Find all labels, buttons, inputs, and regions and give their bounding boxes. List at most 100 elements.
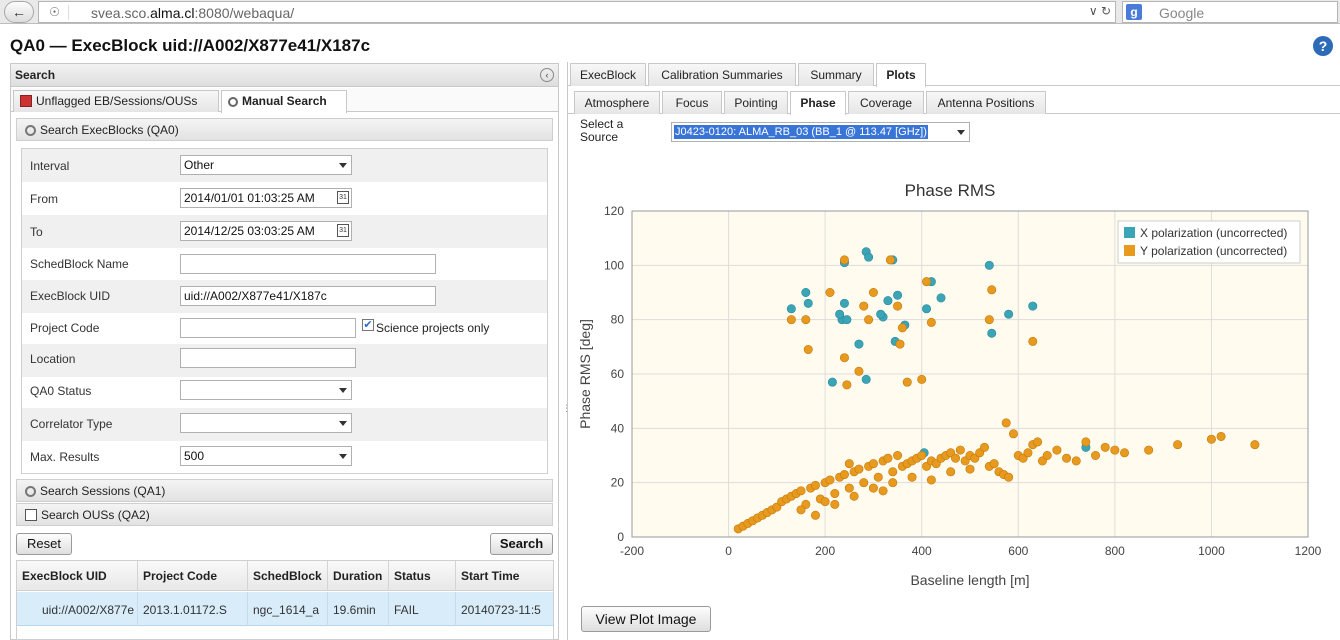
col-header-start-time[interactable]: Start Time bbox=[461, 569, 520, 583]
execblock-uid-input[interactable]: uid://A002/X877e41/X187c bbox=[180, 286, 436, 306]
x-tick-label: 1000 bbox=[1198, 544, 1225, 558]
y-tick-label: 0 bbox=[617, 530, 624, 544]
point-y-polarization bbox=[895, 339, 905, 349]
row-location: Location bbox=[22, 344, 547, 377]
point-y-polarization bbox=[917, 374, 927, 384]
calendar-icon[interactable]: 31 bbox=[337, 191, 349, 204]
x-tick-label: -200 bbox=[620, 544, 644, 558]
cell-duration: 19.6min bbox=[328, 592, 389, 626]
point-y-polarization bbox=[897, 323, 907, 333]
from-label: From bbox=[30, 192, 58, 206]
browser-search-box[interactable]: g Google bbox=[1122, 1, 1338, 23]
point-y-polarization bbox=[917, 450, 927, 460]
point-y-polarization bbox=[987, 285, 997, 295]
tab-phase[interactable]: Phase bbox=[790, 91, 846, 115]
site-identity-icon[interactable]: ☉ bbox=[41, 5, 69, 20]
search-button[interactable]: Search bbox=[490, 533, 553, 555]
tab-unflagged-label: Unflagged EB/Sessions/OUSs bbox=[36, 94, 198, 108]
y-tick-label: 40 bbox=[611, 421, 625, 435]
tab-focus[interactable]: Focus bbox=[662, 91, 722, 114]
point-x-polarization bbox=[987, 328, 997, 338]
chevron-down-icon bbox=[339, 454, 347, 459]
schedblock-name-input[interactable] bbox=[180, 254, 436, 274]
tab-atmosphere[interactable]: Atmosphere bbox=[574, 91, 660, 114]
correlator-type-select[interactable] bbox=[180, 413, 352, 433]
project-code-label: Project Code bbox=[30, 321, 100, 335]
back-arrow-icon[interactable]: ← bbox=[4, 1, 34, 23]
point-y-polarization bbox=[859, 478, 869, 488]
col-header-project-code[interactable]: Project Code bbox=[138, 561, 248, 591]
tab-coverage[interactable]: Coverage bbox=[848, 91, 924, 114]
x-tick-label: 400 bbox=[912, 544, 932, 558]
interval-select[interactable]: Other bbox=[180, 155, 352, 175]
point-y-polarization bbox=[810, 480, 820, 490]
collapse-icon[interactable]: ‹ bbox=[540, 68, 554, 82]
address-bar[interactable]: ☉ svea.sco.alma.cl:8080/webaqua/ ∨ ↻ bbox=[38, 1, 1116, 23]
tab-unflagged[interactable]: Unflagged EB/Sessions/OUSs bbox=[13, 90, 219, 112]
col-header-execblock-uid[interactable]: ExecBlock UID bbox=[17, 561, 138, 591]
legend-label-y[interactable]: Y polarization (uncorrected) bbox=[1140, 244, 1287, 258]
x-tick-label: 0 bbox=[725, 544, 732, 558]
point-y-polarization bbox=[842, 380, 852, 390]
tab-manual-search[interactable]: Manual Search bbox=[221, 90, 347, 113]
point-x-polarization bbox=[893, 290, 903, 300]
row-correlator: Correlator Type bbox=[22, 408, 547, 441]
point-y-polarization bbox=[839, 470, 849, 480]
point-y-polarization bbox=[878, 486, 888, 496]
calendar-icon[interactable]: 31 bbox=[337, 224, 349, 237]
science-only-label: Science projects only bbox=[376, 321, 490, 335]
google-icon[interactable]: g bbox=[1126, 4, 1142, 20]
point-x-polarization bbox=[936, 293, 946, 303]
cell-execblock-uid: uid://A002/X877e bbox=[17, 592, 138, 626]
point-x-polarization bbox=[827, 377, 837, 387]
tab-summary[interactable]: Summary bbox=[798, 63, 874, 86]
point-y-polarization bbox=[801, 315, 811, 325]
location-input[interactable] bbox=[180, 348, 356, 368]
source-label: Select a Source bbox=[580, 118, 623, 144]
tab-plots[interactable]: Plots bbox=[876, 63, 926, 87]
point-y-polarization bbox=[868, 483, 878, 493]
col-header-duration[interactable]: Duration bbox=[328, 561, 389, 591]
to-date-input[interactable]: 2014/12/25 03:03:25 AM 31 bbox=[180, 221, 352, 241]
search-panel-header: Search ‹ bbox=[11, 64, 558, 87]
point-x-polarization bbox=[842, 315, 852, 325]
section-search-ouss[interactable]: Search OUSs (QA2) bbox=[16, 503, 553, 526]
x-tick-label: 200 bbox=[815, 544, 835, 558]
tab-execblock[interactable]: ExecBlock bbox=[570, 63, 646, 86]
legend-label-x[interactable]: X polarization (uncorrected) bbox=[1140, 226, 1287, 240]
source-label-line1: Select a bbox=[580, 117, 624, 131]
max-results-select[interactable]: 500 bbox=[180, 446, 352, 466]
panel-splitter[interactable]: ⋮ bbox=[561, 63, 571, 640]
point-y-polarization bbox=[796, 505, 806, 515]
source-select[interactable]: J0423-0120: ALMA_RB_03 (BB_1 @ 113.47 [G… bbox=[671, 122, 970, 142]
col-header-schedblock[interactable]: SchedBlock bbox=[248, 561, 328, 591]
reset-button[interactable]: Reset bbox=[16, 533, 72, 555]
tab-pointing[interactable]: Pointing bbox=[724, 91, 788, 114]
project-code-input[interactable] bbox=[180, 318, 356, 338]
reload-icon[interactable]: ∨ ↻ bbox=[1088, 4, 1111, 18]
point-y-polarization bbox=[979, 442, 989, 452]
x-axis-label: Baseline length [m] bbox=[910, 572, 1029, 588]
section-search-execblocks[interactable]: Search ExecBlocks (QA0) bbox=[16, 118, 553, 141]
point-y-polarization bbox=[1001, 418, 1011, 428]
point-x-polarization bbox=[854, 339, 864, 349]
results-grid-header: ExecBlock UID Project Code SchedBlock Du… bbox=[17, 561, 553, 591]
science-only-checkbox[interactable]: ✔ bbox=[362, 319, 374, 331]
row-interval: Interval Other bbox=[22, 149, 547, 182]
tab-calibration-summaries[interactable]: Calibration Summaries bbox=[648, 63, 796, 86]
tab-antenna-positions[interactable]: Antenna Positions bbox=[926, 91, 1046, 114]
col-header-status[interactable]: Status bbox=[389, 561, 456, 591]
help-icon[interactable]: ? bbox=[1313, 36, 1333, 56]
view-plot-image-button[interactable]: View Plot Image bbox=[581, 606, 711, 632]
from-date-input[interactable]: 2014/01/01 01:03:25 AM 31 bbox=[180, 188, 352, 208]
point-y-polarization bbox=[893, 450, 903, 460]
url-text: svea.sco.alma.cl:8080/webaqua/ bbox=[91, 5, 295, 21]
qa0-status-select[interactable] bbox=[180, 380, 352, 400]
section-search-sessions[interactable]: Search Sessions (QA1) bbox=[16, 479, 553, 502]
section-qa2-label: Search OUSs (QA2) bbox=[41, 508, 150, 522]
data-points bbox=[733, 247, 1260, 534]
interval-value: Other bbox=[184, 158, 215, 172]
location-label: Location bbox=[30, 352, 76, 366]
table-row[interactable]: uid://A002/X877e 2013.1.01172.S ngc_1614… bbox=[17, 592, 553, 626]
